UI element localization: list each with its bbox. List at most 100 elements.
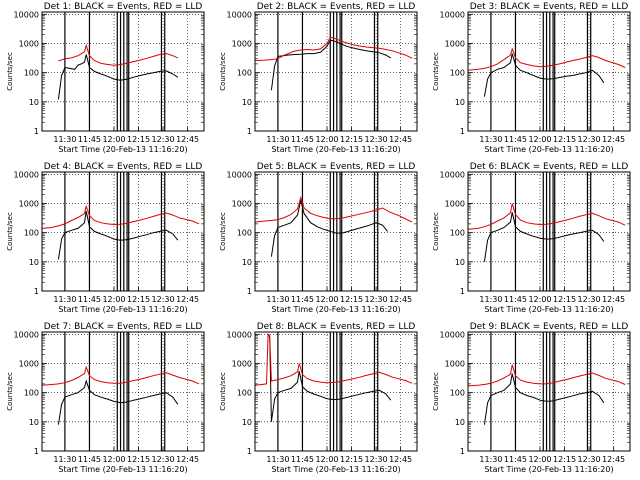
x-tick-label: 12:30 [578,295,601,304]
x-tick-label: 11:30 [53,135,76,144]
y-tick-label: 10 [455,418,465,427]
x-tick-label: 11:30 [266,295,289,304]
y-tick-label: 10 [455,258,465,267]
panel-det-7: Det 7: BLACK = Events, RED = LLD 11:30 11:… [6,322,205,474]
x-tick-label: 12:15 [127,135,150,144]
x-tick-label: 11:45 [291,295,314,304]
x-tick-label: 12:30 [578,135,601,144]
y-tick-label: 1000 [445,39,465,48]
y-tick-label: 100 [450,229,465,238]
y-tick-label: 10000 [440,10,465,19]
x-axis-label: Start Time (20-Feb-13 11:16:20) [271,465,400,474]
panel-title: Det 5: BLACK = Events, RED = LLD [257,162,416,172]
x-tick-label: 11:45 [78,295,101,304]
x-tick-label: 12:15 [553,295,576,304]
panel-det-4: Det 4: BLACK = Events, RED = LLD 11:30 11:… [6,162,205,314]
x-tick-label: 11:45 [291,135,314,144]
panel-det-9: Det 9: BLACK = Events, RED = LLD 11:30 11:… [432,322,631,474]
y-tick-label: 1000 [445,199,465,208]
y-tick-label: 10 [455,98,465,107]
panel-det-1: Det 1: BLACK = Events, RED = LLD 11:30 11:… [6,2,205,154]
x-tick-label: 12:45 [602,295,625,304]
y-tick-label: 10 [242,258,252,267]
x-tick-label: 11:30 [479,455,502,464]
panel-title: Det 7: BLACK = Events, RED = LLD [44,322,203,332]
y-tick-label: 10000 [14,330,39,339]
series-lld-line [467,364,626,387]
y-tick-label: 10 [242,418,252,427]
x-tick-label: 12:00 [102,135,125,144]
series-events-line [483,53,605,97]
series-events-line [270,39,392,91]
x-tick-label: 11:45 [78,135,101,144]
y-tick-label: 1 [34,127,39,136]
y-tick-label: 1000 [232,39,252,48]
x-tick-label: 12:00 [315,295,338,304]
x-tick-label: 12:30 [152,135,175,144]
x-tick-label: 11:45 [504,455,527,464]
x-tick-label: 12:45 [389,295,412,304]
series-events-line [57,379,179,425]
y-tick-label: 1000 [232,199,252,208]
x-axis-label: Start Time (20-Feb-13 11:16:20) [58,145,187,154]
y-tick-label: 10000 [14,170,39,179]
y-tick-label: 10000 [440,170,465,179]
panel-det-6: Det 6: BLACK = Events, RED = LLD 11:30 11:… [432,162,631,314]
x-axis-label: Start Time (20-Feb-13 11:16:20) [271,145,400,154]
series-events-line [57,210,179,260]
y-tick-label: 100 [24,229,39,238]
x-tick-label: 11:30 [479,295,502,304]
y-axis-label: Counts/sec [432,372,440,411]
x-tick-label: 12:30 [365,295,388,304]
series-lld-line [41,365,200,386]
y-axis-label: Counts/sec [432,212,440,251]
panel-title: Det 9: BLACK = Events, RED = LLD [470,322,629,332]
y-axis-label: Counts/sec [219,52,227,91]
x-axis-label: Start Time (20-Feb-13 11:16:20) [58,305,187,314]
x-tick-label: 11:30 [53,295,76,304]
plot-frame [254,11,418,132]
x-tick-label: 12:00 [315,455,338,464]
y-tick-label: 10000 [440,330,465,339]
y-tick-label: 1000 [19,199,39,208]
series-lld-line [58,43,179,66]
y-tick-label: 1000 [19,39,39,48]
y-tick-label: 100 [24,69,39,78]
plot-frame [467,171,631,292]
x-tick-label: 12:00 [102,455,125,464]
x-tick-label: 12:30 [365,455,388,464]
y-tick-label: 10000 [227,330,252,339]
y-tick-label: 100 [237,389,252,398]
panel-det-2: Det 2: BLACK = Events, RED = LLD 11:30 11:… [219,2,418,154]
series-events-line [270,200,388,257]
plot-frame [254,331,418,452]
y-tick-label: 10 [29,418,39,427]
x-tick-label: 12:15 [340,455,363,464]
y-axis-label: Counts/sec [219,372,227,411]
series-lld-line [254,195,413,223]
x-tick-label: 12:45 [389,455,412,464]
x-tick-label: 11:45 [504,135,527,144]
x-tick-label: 12:45 [176,135,199,144]
x-tick-label: 12:15 [127,455,150,464]
panel-det-8: Det 8: BLACK = Events, RED = LLD 11:30 11:… [219,322,418,474]
y-tick-label: 100 [450,69,465,78]
x-tick-label: 12:15 [340,135,363,144]
x-axis-label: Start Time (20-Feb-13 11:16:20) [484,145,613,154]
plot-frame [254,171,418,292]
series-lld-line [467,47,626,71]
panel-det-5: Det 5: BLACK = Events, RED = LLD 11:30 11:… [219,162,418,314]
x-tick-label: 11:30 [479,135,502,144]
x-axis-label: Start Time (20-Feb-13 11:16:20) [271,305,400,314]
y-tick-label: 100 [237,229,252,238]
x-tick-label: 12:30 [152,295,175,304]
y-axis-label: Counts/sec [219,212,227,251]
panel-det-3: Det 3: BLACK = Events, RED = LLD 11:30 11:… [432,2,631,154]
y-tick-label: 100 [24,389,39,398]
y-tick-label: 10000 [227,170,252,179]
series-events-line [483,212,605,262]
y-tick-label: 1000 [232,359,252,368]
y-tick-label: 1 [247,287,252,296]
y-tick-label: 1 [247,447,252,456]
series-events-line [483,373,605,425]
